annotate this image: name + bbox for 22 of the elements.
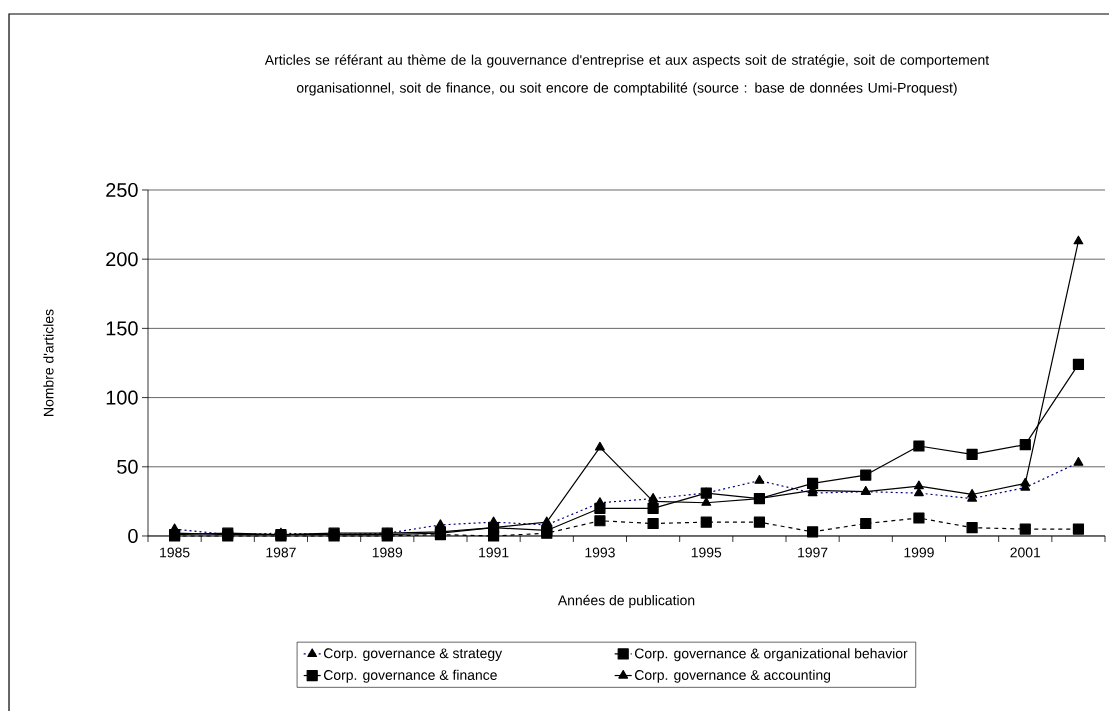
- x-tick-label: 1991: [479, 547, 509, 558]
- y-tick-label: 150: [106, 321, 138, 336]
- y-tick-label: 100: [106, 390, 138, 405]
- x-tick-label: 1999: [904, 547, 934, 558]
- y-tick-label: 250: [106, 182, 138, 198]
- y-axis-title: Nombre d'articles: [43, 309, 54, 416]
- x-tick-label: 1993: [585, 547, 615, 558]
- y-tick-label: 0: [128, 528, 138, 544]
- x-axis-title: Années de publication: [557, 594, 695, 609]
- legend-label: Corp. governance & strategy: [323, 648, 503, 661]
- x-tick-label: 1989: [372, 547, 403, 558]
- x-tick-label: 2001: [1010, 547, 1041, 558]
- legend-label: Corp. governance & finance: [323, 669, 497, 683]
- x-tick-label: 1985: [160, 547, 190, 558]
- x-tick-label: 1997: [798, 547, 828, 558]
- y-tick-label: 200: [106, 252, 138, 267]
- chart-title: Articles se référant au thème de la gouvernance d'entreprise et aux aspects soit de stratégie, soit de comportement organisationnel, soit de finance, ou soit encore de comptabilité (source : base de données Umi-Proquest): [264, 54, 990, 96]
- legend-label: Corp. governance & accounting: [635, 669, 831, 683]
- x-tick-label: 1995: [691, 547, 722, 558]
- x-tick-label: 1987: [266, 547, 296, 558]
- y-tick-label: 50: [117, 459, 138, 474]
- legend-label: Corp. governance & organizational behavior: [635, 648, 908, 662]
